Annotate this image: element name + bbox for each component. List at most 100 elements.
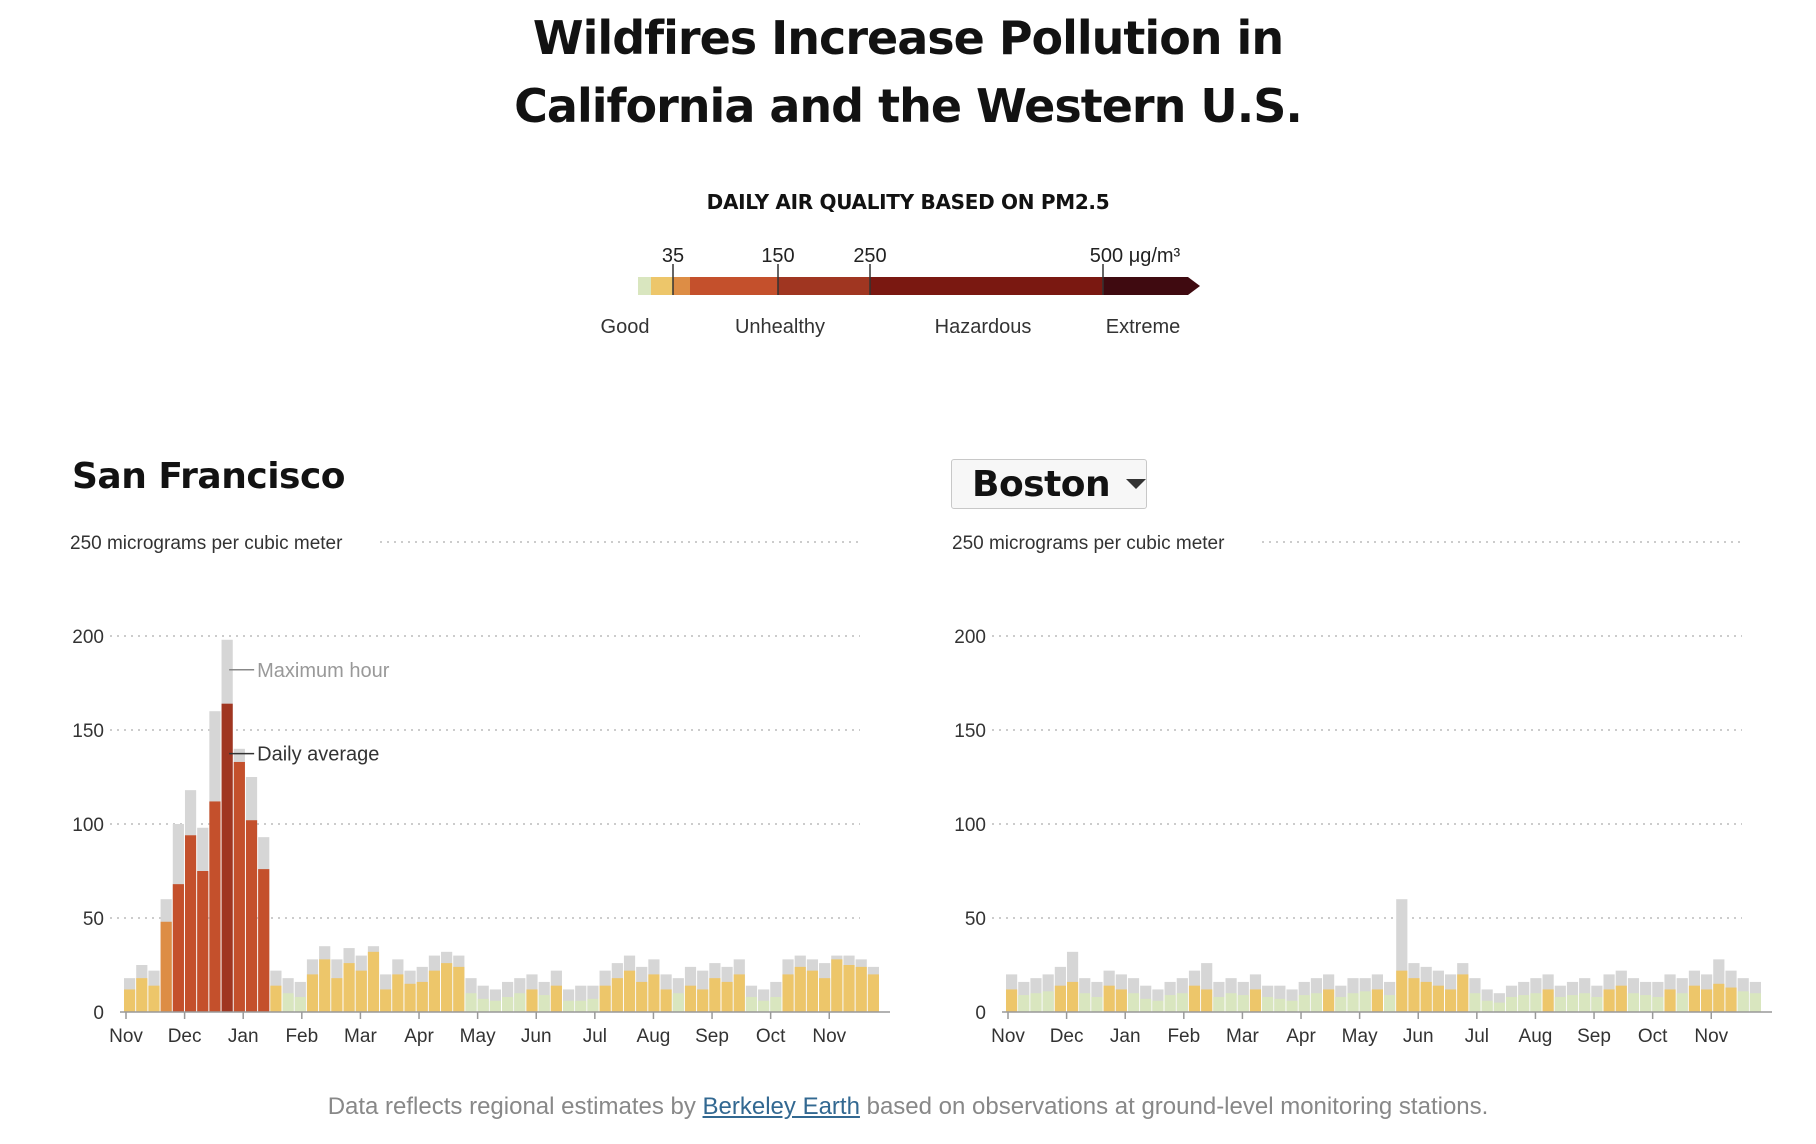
bar-daily-average (1408, 978, 1420, 1012)
x-tick-label: Feb (285, 1026, 318, 1047)
bar-daily-average (636, 981, 648, 1012)
bar-daily-average (1262, 996, 1274, 1012)
x-tick-label: Jun (1403, 1026, 1434, 1047)
x-tick-label: Oct (756, 1026, 786, 1047)
bar-daily-average (1091, 996, 1103, 1012)
bar-max-hour (1493, 993, 1505, 1012)
bar-max-hour (1481, 989, 1493, 1012)
y-tick-label: 100 (954, 815, 986, 836)
legend-segment (651, 277, 673, 295)
title-line-2: California and the Western U.S. (514, 79, 1303, 133)
bar-max-hour (575, 985, 587, 1012)
x-tick-label: Apr (404, 1026, 434, 1047)
bar-daily-average (416, 981, 428, 1012)
bar-daily-average (1042, 991, 1054, 1012)
bar-daily-average (758, 1000, 770, 1012)
chart-title-san-francisco: San Francisco (72, 456, 346, 497)
bar-daily-average (1054, 985, 1066, 1012)
legend-tick-label: 150 (761, 245, 794, 267)
x-tick-label: Mar (344, 1026, 377, 1047)
city-dropdown[interactable]: Boston (951, 459, 1147, 509)
bar-daily-average (1518, 995, 1530, 1012)
bar-daily-average (1286, 1000, 1298, 1012)
bar-max-hour (1201, 963, 1213, 1012)
bar-daily-average (1652, 996, 1664, 1012)
bar-daily-average (233, 761, 245, 1012)
bar-daily-average (1201, 989, 1213, 1012)
bar-daily-average (282, 993, 294, 1012)
legend-category-label: Unhealthy (735, 316, 825, 338)
bar-daily-average (1725, 987, 1737, 1012)
legend-segment (673, 277, 690, 295)
bar-daily-average (245, 820, 258, 1012)
bar-daily-average (172, 884, 184, 1012)
bar-max-hour (1274, 985, 1286, 1012)
x-tick-label: Aug (1519, 1026, 1553, 1047)
bar-daily-average (392, 974, 404, 1012)
bar-max-hour (1286, 989, 1298, 1012)
chevron-down-icon (1126, 479, 1147, 489)
bar-daily-average (733, 974, 745, 1012)
bar-daily-average (1542, 989, 1554, 1012)
bar-daily-average (855, 966, 867, 1012)
x-tick-label: May (460, 1026, 496, 1047)
bar-daily-average (1152, 1000, 1164, 1012)
bar-daily-average (319, 959, 331, 1012)
bar-max-hour (477, 985, 489, 1012)
legend-tick-label: 250 (853, 245, 886, 267)
legend-category-label: Good (601, 316, 650, 338)
bar-daily-average (1018, 995, 1030, 1012)
bar-daily-average (1079, 993, 1091, 1012)
y-tick-label: 50 (965, 909, 986, 930)
bar-daily-average (819, 978, 831, 1012)
legend-segment (690, 277, 778, 295)
berkeley-earth-link[interactable]: Berkeley Earth (702, 1093, 860, 1120)
y-tick-label: 200 (954, 627, 986, 648)
x-tick-label: Jul (1465, 1026, 1489, 1047)
bar-daily-average (745, 996, 758, 1012)
y-tick-label: 0 (975, 1003, 986, 1024)
x-tick-label: Dec (1050, 1026, 1084, 1047)
bar-daily-average (477, 998, 489, 1012)
bar-daily-average (1737, 991, 1749, 1012)
x-tick-label: Jul (583, 1026, 607, 1047)
bar-daily-average (794, 966, 806, 1012)
x-tick-label: May (1342, 1026, 1378, 1047)
bar-daily-average (1176, 993, 1188, 1012)
bar-daily-average (1323, 989, 1335, 1012)
legend-category-label: Extreme (1106, 316, 1180, 338)
annotation-daily-average: Daily average (257, 744, 379, 766)
bar-daily-average (1530, 993, 1542, 1012)
bar-daily-average (867, 974, 879, 1012)
bar-daily-average (660, 989, 672, 1012)
legend-segment (1103, 277, 1188, 295)
y-axis-top-label: 250 micrograms per cubic meter (70, 533, 343, 554)
bar-daily-average (623, 970, 636, 1012)
bar-daily-average (562, 1000, 575, 1012)
bar-daily-average (1457, 974, 1469, 1012)
bar-daily-average (1371, 989, 1383, 1012)
bar-daily-average (611, 978, 623, 1012)
bar-daily-average (1237, 995, 1249, 1012)
bar-max-hour (489, 989, 501, 1012)
y-tick-label: 150 (954, 721, 986, 742)
legend-segment (638, 277, 651, 295)
bar-daily-average (197, 871, 209, 1012)
bar-daily-average (489, 1000, 501, 1012)
bar-daily-average (355, 970, 367, 1012)
bar-daily-average (514, 993, 526, 1012)
bar-daily-average (684, 985, 697, 1012)
x-tick-label: Jan (228, 1026, 259, 1047)
bar-daily-average (404, 983, 416, 1012)
bar-daily-average (843, 965, 855, 1012)
legend-segment (778, 277, 870, 295)
bar-daily-average (1127, 993, 1140, 1012)
x-tick-label: Sep (1577, 1026, 1611, 1047)
bar-daily-average (1213, 996, 1225, 1012)
bar-daily-average (331, 978, 343, 1012)
bar-daily-average (672, 993, 684, 1012)
x-tick-label: Sep (695, 1026, 729, 1047)
bar-daily-average (343, 963, 355, 1012)
bar-daily-average (1603, 989, 1615, 1012)
bar-daily-average (270, 985, 282, 1012)
